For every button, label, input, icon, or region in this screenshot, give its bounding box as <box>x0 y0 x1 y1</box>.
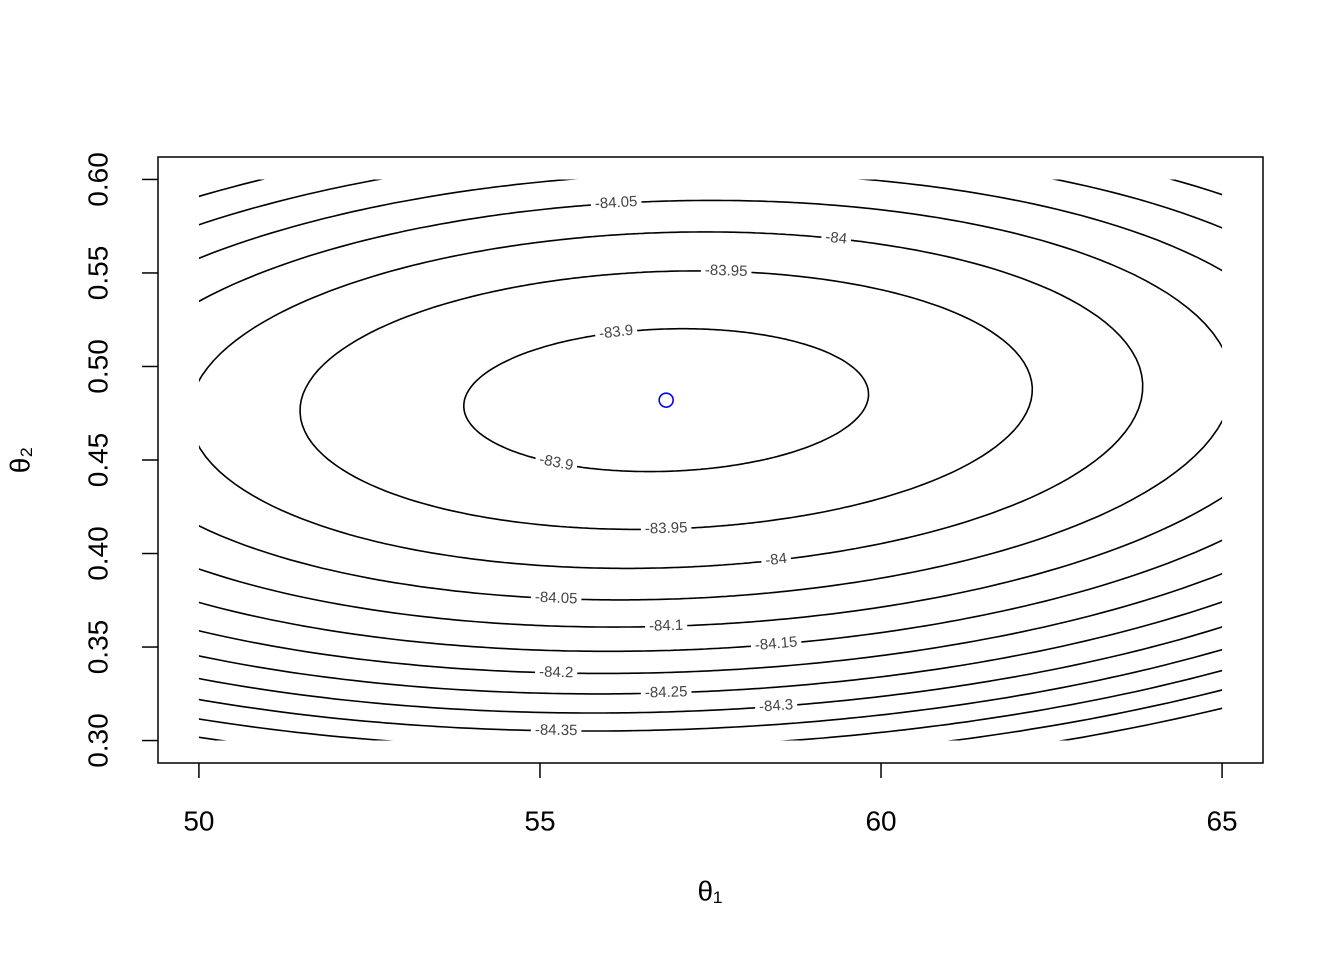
x-axis-title: θ₁ <box>697 875 722 906</box>
contour-label: -84.15 <box>754 634 798 654</box>
x-tick-label: 65 <box>1206 805 1237 836</box>
contour-label: -83.95 <box>705 262 748 280</box>
contour-label-bg <box>750 633 803 656</box>
contour-label-bg <box>534 663 578 683</box>
contour-label: -84.2 <box>539 664 574 682</box>
contour-line <box>198 179 1223 628</box>
contour-label-bg <box>590 192 642 214</box>
contour-line <box>198 626 1223 714</box>
y-tick-label: 0.55 <box>82 246 113 301</box>
contour-label: -84 <box>764 550 787 569</box>
contour-line <box>198 179 1223 653</box>
y-tick-label: 0.35 <box>82 620 113 675</box>
contour-label: -84.05 <box>535 589 578 608</box>
contour-line <box>462 327 870 473</box>
contour-label-group: -84.2 <box>534 663 578 683</box>
contour-label-bg <box>754 695 798 717</box>
contour-line <box>198 669 1223 741</box>
contour-line <box>198 231 1144 570</box>
contour-label-group: -83.9 <box>533 450 579 477</box>
contour-label: -84 <box>825 229 848 248</box>
x-tick-label: 55 <box>524 805 555 836</box>
contour-label-bg <box>533 450 579 477</box>
contour-label-group: -84 <box>820 228 852 250</box>
optimum-point <box>658 392 674 408</box>
contour-label-group: -84 <box>760 549 792 571</box>
plot-area: -83.9 -83.9 -83.95 -83.95 -84 -84 -84.05 -84.05… <box>198 179 1223 741</box>
contour-label-group: -84.35 <box>530 721 582 741</box>
contour-label-group: -84.05 <box>590 192 642 214</box>
contour-label-bg <box>640 519 692 539</box>
y-axis-title: θ₂ <box>4 447 35 473</box>
contour-label: -83.95 <box>645 519 688 537</box>
contour-label: -84.3 <box>758 696 793 715</box>
contour-label-bg <box>640 683 692 703</box>
y-tick-label: 0.40 <box>82 526 113 581</box>
contour-line <box>198 601 1223 695</box>
contour-label: -84.1 <box>649 617 684 635</box>
y-tick-label: 0.45 <box>82 433 113 488</box>
contour-label-group: -83.9 <box>594 321 639 345</box>
contour-label-bg <box>530 588 582 609</box>
contour-label-group: -84.05 <box>530 588 582 609</box>
contour-label-bg <box>700 261 752 282</box>
contour-label: -83.9 <box>598 322 634 343</box>
contour-label-bg <box>594 321 639 345</box>
contour-line <box>198 179 1223 675</box>
contour-label-group: -84.25 <box>640 683 692 703</box>
contour-label-group: -84.15 <box>750 633 803 656</box>
contour-label-group: -84.3 <box>754 695 798 717</box>
contour-line <box>198 648 1223 732</box>
contour-label: -84.05 <box>594 193 637 213</box>
contour-label-bg <box>820 228 852 250</box>
contour-label: -83.9 <box>538 451 575 474</box>
y-tick-label: 0.30 <box>82 713 113 768</box>
x-tick-label: 50 <box>183 805 214 836</box>
contour-line <box>198 199 1223 601</box>
contour-label-bg <box>530 721 582 741</box>
contour-label-bg <box>644 616 688 636</box>
contour-label-bg <box>760 549 792 571</box>
y-tick-label: 0.50 <box>82 339 113 394</box>
contour-label: -84.35 <box>535 722 578 740</box>
contour-label-group: -83.95 <box>640 519 692 539</box>
contour-label: -84.25 <box>645 683 688 701</box>
y-tick-label: 0.60 <box>82 152 113 207</box>
contour-label-group: -83.95 <box>700 261 752 282</box>
contour-label-group: -84.1 <box>644 616 688 636</box>
x-tick-label: 60 <box>865 805 896 836</box>
